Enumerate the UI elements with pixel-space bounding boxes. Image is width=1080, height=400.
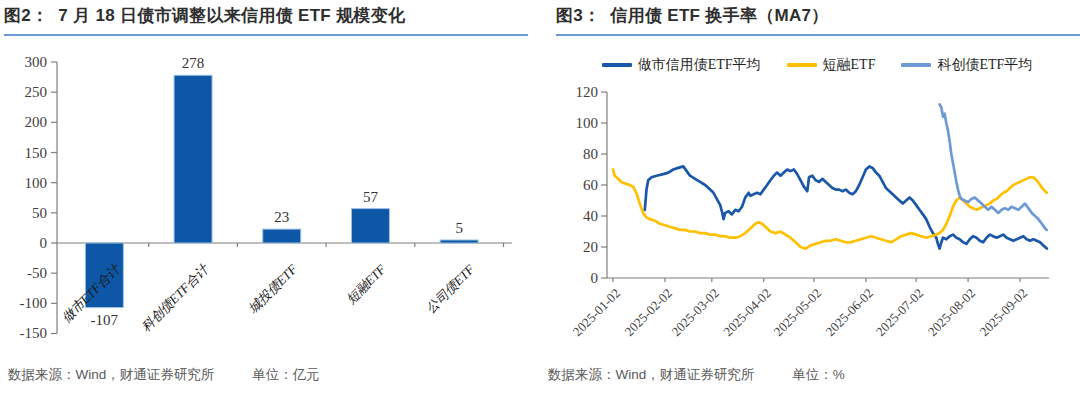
y-tick-label: 300 (25, 54, 48, 70)
x-tick-label: 2025-09-02 (977, 286, 1031, 340)
y-tick-label: 100 (25, 175, 48, 191)
legend-label: 科创债ETF平均 (937, 56, 1032, 74)
category-label: 科创债ETF合计 (138, 260, 212, 334)
category-label: 短融ETF (343, 261, 389, 307)
x-tick-label: 2025-06-02 (823, 286, 877, 340)
y-tick-label: 0 (591, 270, 599, 286)
y-tick-label: 80 (583, 146, 598, 162)
y-tick-label: -100 (20, 295, 48, 311)
legend-item-0: 做市信用债ETF平均 (602, 56, 761, 74)
bar-value-label: 57 (363, 189, 379, 205)
figure2-source-row: 数据来源：Wind，财通证券研究所 单位：亿元 (8, 366, 320, 384)
figure2-title: 7 月 18 日债市调整以来信用债 ETF 规模变化 (58, 4, 405, 27)
figure3-source-row: 数据来源：Wind，财通证券研究所 单位：% (548, 366, 845, 384)
x-tick-label: 2025-02-02 (622, 286, 676, 340)
y-tick-label: 50 (32, 205, 47, 221)
figure3-id-label: 图3： (556, 4, 600, 27)
bar-value-label: 23 (274, 209, 289, 225)
figure2-source: 数据来源：Wind，财通证券研究所 (8, 366, 214, 384)
figure2-unit: 单位：亿元 (252, 366, 320, 384)
category-label: 城投债ETF (245, 261, 300, 316)
x-tick-label: 2025-08-02 (925, 286, 979, 340)
legend-swatch-icon (901, 63, 931, 67)
line-chart-legend: 做市信用债ETF平均 短融ETF 科创债ETF平均 (540, 56, 1080, 74)
legend-item-2: 科创债ETF平均 (901, 56, 1032, 74)
y-tick-label: 0 (40, 235, 48, 251)
legend-swatch-icon (787, 63, 817, 67)
y-tick-label: 120 (576, 84, 599, 100)
figure2-id-label: 图2： (4, 4, 48, 27)
y-tick-label: -150 (20, 325, 48, 341)
bar-1 (174, 75, 212, 243)
bar-value-label: -107 (91, 312, 119, 328)
legend-label: 做市信用债ETF平均 (638, 56, 761, 74)
bar-value-label: 5 (455, 220, 463, 236)
figure3-title: 信用债 ETF 换手率（MA7） (610, 4, 828, 27)
category-label: 公司债ETF (423, 261, 478, 316)
y-tick-label: 20 (583, 239, 598, 255)
line-series-1 (613, 170, 1047, 249)
x-tick-label: 2025-04-02 (720, 286, 774, 340)
y-tick-label: 150 (25, 145, 48, 161)
figure2-panel: 图2： 7 月 18 日债市调整以来信用债 ETF 规模变化 -150-100-… (0, 0, 540, 400)
bar-4 (440, 240, 478, 243)
figure3-panel: 图3： 信用债 ETF 换手率（MA7） 做市信用债ETF平均 短融ETF 科创债E… (540, 0, 1080, 400)
bar-3 (351, 209, 389, 243)
legend-swatch-icon (602, 63, 632, 67)
x-tick-label: 2025-03-02 (668, 286, 722, 340)
figure3-title-bar: 图3： 信用债 ETF 换手率（MA7） (556, 4, 1080, 36)
y-tick-label: 60 (583, 177, 598, 193)
figure3-source: 数据来源：Wind，财通证券研究所 (548, 366, 754, 384)
x-tick-label: 2025-05-02 (771, 286, 825, 340)
y-tick-label: 100 (576, 115, 599, 131)
y-tick-label: 40 (583, 208, 598, 224)
report-figures-page: { "figure2": { "id_label": "图2：", "title… (0, 0, 1080, 400)
line-series-2 (940, 104, 1047, 229)
figure2-title-bar: 图2： 7 月 18 日债市调整以来信用债 ETF 规模变化 (4, 4, 528, 36)
bar-chart-svg: -150 -100 -50 0 50 100 150 200 250 300 -107 278 23 57… (0, 36, 540, 360)
bar-2 (263, 229, 301, 243)
bar-value-label: 278 (182, 55, 205, 71)
y-tick-label: 250 (25, 84, 48, 100)
y-tick-label: 200 (25, 114, 48, 130)
line-chart-svg: 0204060801001202025-01-022025-02-022025-… (540, 36, 1080, 360)
legend-label: 短融ETF (823, 56, 876, 74)
x-tick-label: 2025-01-02 (570, 286, 624, 340)
legend-item-1: 短融ETF (787, 56, 876, 74)
figure3-unit: 单位：% (792, 366, 845, 384)
y-tick-label: -50 (27, 265, 47, 281)
x-tick-label: 2025-07-02 (873, 286, 927, 340)
